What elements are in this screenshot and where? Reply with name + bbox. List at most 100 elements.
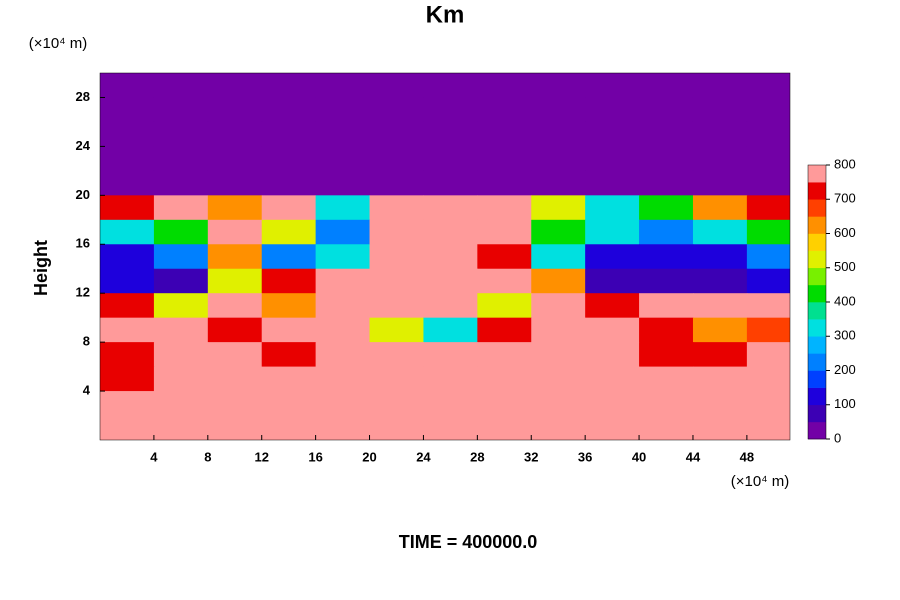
cell (369, 73, 424, 98)
x-tick-label: 4 (150, 449, 158, 464)
cell (153, 73, 209, 98)
cell (153, 219, 209, 245)
cell (477, 73, 532, 98)
cell (261, 391, 317, 417)
cell (261, 366, 317, 392)
cell (692, 366, 748, 392)
cell (477, 219, 532, 245)
cell (639, 170, 694, 196)
cell (100, 342, 155, 368)
colorbar-tick-label: 200 (834, 362, 856, 377)
cell (261, 73, 317, 98)
cell (639, 293, 694, 319)
cell (153, 415, 209, 440)
x-tick-label: 16 (308, 449, 322, 464)
cell (423, 391, 478, 417)
x-tick-label: 20 (362, 449, 376, 464)
cell (423, 366, 478, 392)
cell (100, 293, 155, 319)
cell (423, 219, 478, 245)
cell (369, 391, 424, 417)
cell (639, 219, 694, 245)
x-tick-label: 48 (740, 449, 754, 464)
cell (531, 97, 586, 123)
cell (207, 415, 263, 440)
cell (692, 391, 748, 417)
cell (100, 97, 155, 123)
x-tick-label: 12 (254, 449, 268, 464)
cell (315, 366, 371, 392)
cell (692, 268, 748, 294)
cell (692, 317, 748, 343)
colorbar-band (808, 404, 826, 423)
cell (477, 121, 532, 147)
cell (369, 170, 424, 196)
cell (153, 342, 209, 368)
cell (531, 244, 586, 270)
cell (585, 391, 640, 417)
cell (585, 146, 640, 172)
cell (746, 97, 790, 123)
colorbar-band (808, 267, 826, 286)
colorbar-band (808, 302, 826, 320)
cell (423, 293, 478, 319)
cell (315, 219, 371, 245)
cell (369, 97, 424, 123)
cell (692, 219, 748, 245)
cell (100, 317, 155, 343)
cell (423, 97, 478, 123)
cell (477, 244, 532, 270)
cell (746, 317, 790, 343)
cell (692, 146, 748, 172)
y-label: Height (31, 240, 51, 296)
cell (207, 195, 263, 221)
cell (692, 244, 748, 270)
cell (369, 195, 424, 221)
cell (100, 244, 155, 270)
x-tick-label: 8 (204, 449, 211, 464)
cell (207, 293, 263, 319)
y-tick-label: 12 (76, 285, 90, 300)
cell (531, 146, 586, 172)
cell (153, 146, 209, 172)
cell (153, 97, 209, 123)
cell (369, 415, 424, 440)
cell (153, 317, 209, 343)
cell (585, 170, 640, 196)
cell (639, 415, 694, 440)
cell (746, 342, 790, 368)
cell (692, 195, 748, 221)
cell (746, 195, 790, 221)
cell (423, 146, 478, 172)
cell (692, 415, 748, 440)
colorbar-band (808, 387, 826, 406)
cell (423, 268, 478, 294)
colorbar-band (808, 353, 826, 371)
cell (261, 146, 317, 172)
cell (477, 146, 532, 172)
cell (207, 146, 263, 172)
colorbar-band (808, 336, 826, 354)
cell (153, 170, 209, 196)
cell (477, 342, 532, 368)
cell (207, 219, 263, 245)
colorbar-band (808, 421, 826, 440)
cell (585, 366, 640, 392)
cell (261, 317, 317, 343)
cell (585, 342, 640, 368)
cell (746, 293, 790, 319)
cell (423, 170, 478, 196)
colorbar-tick-label: 700 (834, 191, 856, 206)
cell (207, 73, 263, 98)
cell (315, 97, 371, 123)
cell (207, 366, 263, 392)
cell (639, 244, 694, 270)
cell (369, 317, 424, 343)
colorbar-tick-label: 600 (834, 225, 856, 240)
colorbar-band (808, 250, 826, 269)
cell (531, 170, 586, 196)
cell (477, 268, 532, 294)
cell (100, 195, 155, 221)
cell (477, 170, 532, 196)
colorbar-band (808, 284, 826, 303)
